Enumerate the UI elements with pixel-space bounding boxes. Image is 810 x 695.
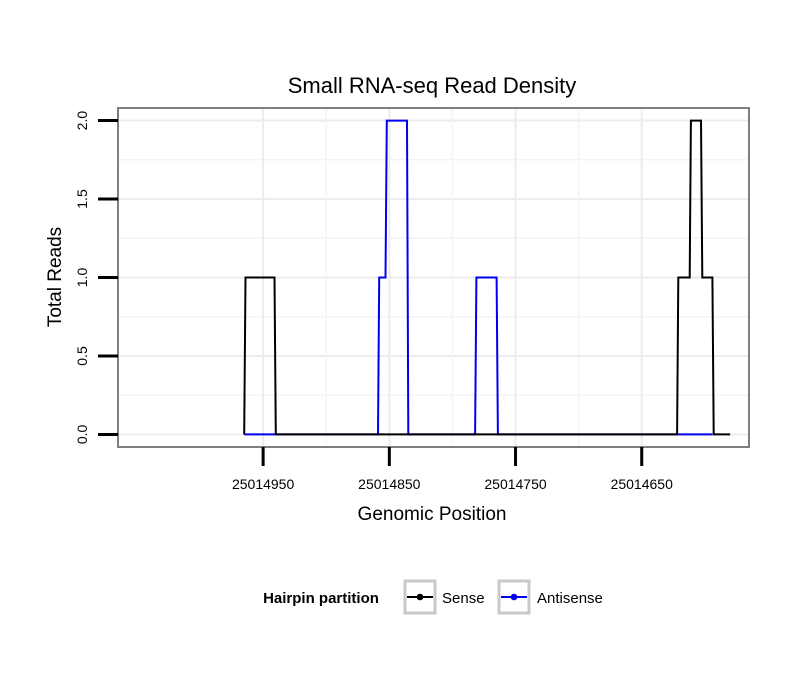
legend-label-antisense: Antisense [537,590,603,607]
y-axis-label: Total Reads [45,227,66,327]
legend-label-sense: Sense [442,590,485,607]
series-line-sense [243,119,731,436]
y-tick-label: 2.0 [74,111,90,131]
grid [118,108,749,447]
x-tick-label: 25014650 [611,476,674,492]
x-tick-label: 25014750 [484,476,547,492]
legend: Hairpin partition Sense Antisense [263,579,603,615]
x-axis-label: Genomic Position [358,504,507,525]
x-tick-label: 25014950 [232,476,295,492]
legend-point-sense [416,593,424,601]
axes-layer: 0.0 0.5 1.0 1.5 2.0 25014950 25014850 25014750 2… [74,111,673,492]
chart-title: Small RNA-seq Read Density [288,73,577,98]
y-tick-label: 0.0 [74,424,90,444]
legend-point-antisense [510,593,518,601]
legend-title: Hairpin partition [263,590,379,607]
y-tick-label: 0.5 [74,346,90,366]
x-tick-label: 25014850 [358,476,421,492]
series-layer [243,119,731,436]
y-tick-label: 1.0 [74,268,90,288]
y-tick-label: 1.5 [74,189,90,209]
